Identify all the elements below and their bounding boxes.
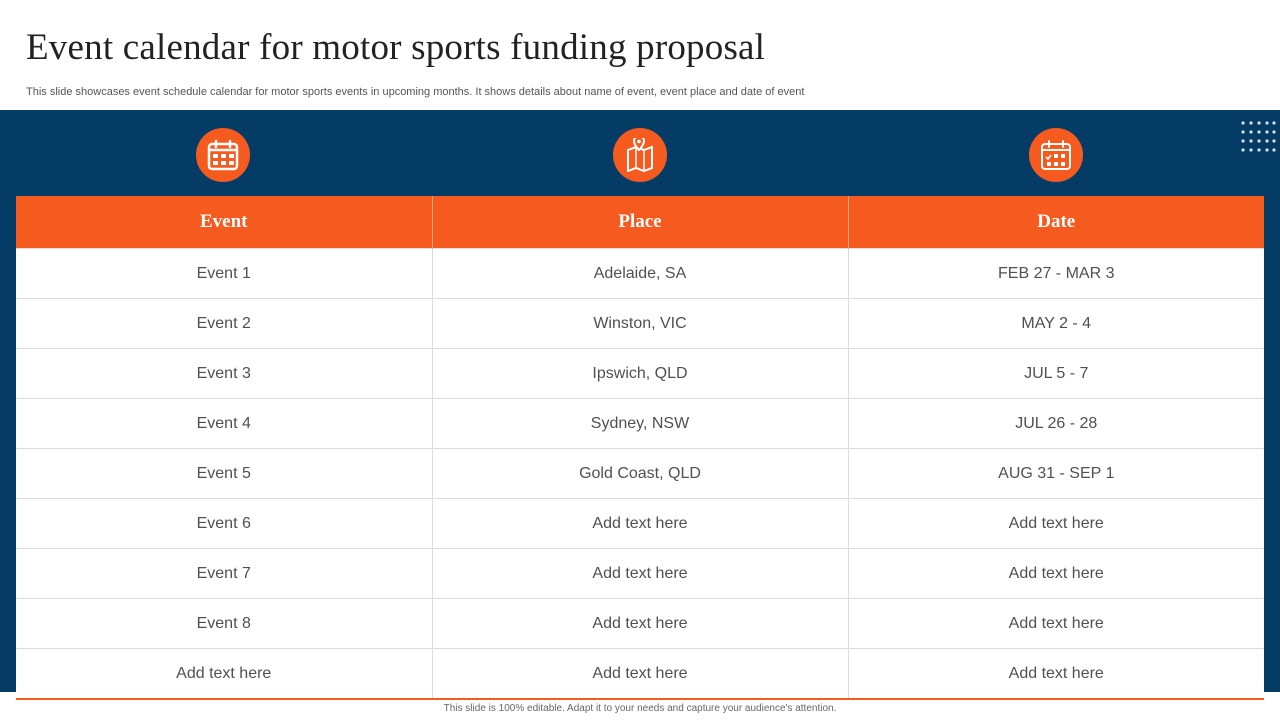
date-cell: JUL 26 - 28: [847, 398, 1264, 449]
page-subtitle: This slide showcases event schedule cale…: [26, 86, 805, 98]
place-cell: Add text here: [431, 498, 848, 549]
event-cell: Event 5: [16, 448, 432, 499]
column-header-event: Event: [16, 196, 432, 249]
event-cell: Event 4: [16, 398, 432, 449]
table-row: Event 7 Add text here Add text here: [16, 548, 1264, 599]
table-row: Event 5 Gold Coast, QLD AUG 31 - SEP 1: [16, 448, 1264, 499]
place-cell: Ipswich, QLD: [431, 348, 848, 399]
date-cell: Add text here: [847, 598, 1264, 649]
place-cell: Adelaide, SA: [431, 248, 848, 299]
event-cell: Event 7: [16, 548, 432, 599]
table-row: Event 6 Add text here Add text here: [16, 498, 1264, 549]
calendar-check-icon: [1029, 128, 1083, 182]
table-header-row: Event Place Date: [16, 196, 1264, 249]
date-cell: Add text here: [847, 548, 1264, 599]
table-row: Event 3 Ipswich, QLD JUL 5 - 7: [16, 348, 1264, 399]
date-cell: MAY 2 - 4: [847, 298, 1264, 349]
place-cell: Add text here: [431, 548, 848, 599]
date-cell: Add text here: [847, 648, 1264, 700]
calendar-icon: [196, 128, 250, 182]
event-table: Event Place Date Event 1 Adelaide, SA FE…: [16, 196, 1264, 700]
place-cell: Sydney, NSW: [431, 398, 848, 449]
event-cell: Event 2: [16, 298, 432, 349]
date-cell: FEB 27 - MAR 3: [847, 248, 1264, 299]
column-header-place: Place: [431, 196, 848, 249]
event-cell: Event 8: [16, 598, 432, 649]
decorative-dots: [1240, 120, 1276, 161]
date-cell: Add text here: [847, 498, 1264, 549]
place-cell: Add text here: [431, 598, 848, 649]
table-row: Event 8 Add text here Add text here: [16, 598, 1264, 649]
event-cell: Event 1: [16, 248, 432, 299]
map-pin-icon: [613, 128, 667, 182]
event-cell: Event 6: [16, 498, 432, 549]
date-cell: AUG 31 - SEP 1: [847, 448, 1264, 499]
event-cell: Event 3: [16, 348, 432, 399]
place-cell: Winston, VIC: [431, 298, 848, 349]
table-row: Event 1 Adelaide, SA FEB 27 - MAR 3: [16, 248, 1264, 299]
place-cell: Add text here: [431, 648, 848, 700]
table-row: Event 4 Sydney, NSW JUL 26 - 28: [16, 398, 1264, 449]
column-header-date: Date: [847, 196, 1264, 249]
footer-note: This slide is 100% editable. Adapt it to…: [443, 703, 837, 714]
event-cell: Add text here: [16, 648, 432, 700]
table-row: Add text here Add text here Add text her…: [16, 648, 1264, 700]
page-title: Event calendar for motor sports funding …: [26, 27, 766, 68]
table-row: Event 2 Winston, VIC MAY 2 - 4: [16, 298, 1264, 349]
place-cell: Gold Coast, QLD: [431, 448, 848, 499]
date-cell: JUL 5 - 7: [847, 348, 1264, 399]
